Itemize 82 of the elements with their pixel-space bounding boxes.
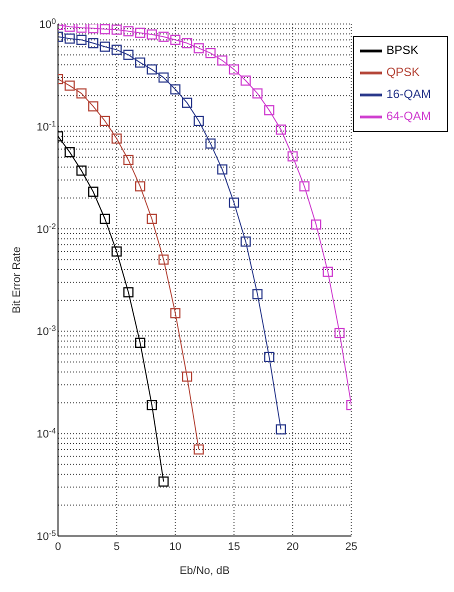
point xyxy=(194,444,204,455)
point xyxy=(205,138,216,149)
point xyxy=(311,219,322,230)
x-tick-label: 0 xyxy=(54,541,62,553)
point xyxy=(64,147,75,158)
point xyxy=(135,28,146,38)
point xyxy=(88,38,98,48)
point xyxy=(158,72,169,83)
point xyxy=(146,214,157,224)
point xyxy=(158,32,169,42)
point xyxy=(170,308,180,318)
point xyxy=(217,55,228,66)
point xyxy=(170,84,180,94)
point xyxy=(135,57,146,68)
point xyxy=(123,287,134,298)
point xyxy=(334,328,345,338)
legend-label: 16-QAM xyxy=(386,87,431,102)
point xyxy=(100,214,110,224)
point xyxy=(64,80,75,91)
point xyxy=(276,424,286,434)
point xyxy=(158,476,169,487)
legend-label: QPSK xyxy=(386,65,420,80)
y-axis-title: Bit Error Rate xyxy=(10,246,23,314)
point xyxy=(264,105,274,116)
point xyxy=(100,24,110,34)
point xyxy=(88,186,98,197)
point xyxy=(252,289,263,300)
y-tick-label: 10$^{-2}$ xyxy=(36,221,57,236)
point xyxy=(64,24,75,32)
y-tick-label: 10$^{-3}$ xyxy=(36,324,57,338)
legend-label: 64-QAM xyxy=(386,109,431,124)
point xyxy=(276,124,286,135)
point xyxy=(146,29,157,40)
y-tick-label: 10$^{-5}$ xyxy=(36,528,57,543)
point xyxy=(76,24,87,33)
x-tick-label: 15 xyxy=(228,541,240,553)
point xyxy=(228,64,240,75)
point xyxy=(288,151,298,162)
point xyxy=(76,34,87,45)
point xyxy=(135,181,146,192)
point xyxy=(135,338,146,348)
point xyxy=(123,26,134,36)
point xyxy=(240,236,251,247)
y-tick-label: 10$^{-1}$ xyxy=(36,118,57,134)
point xyxy=(88,24,98,34)
point xyxy=(182,372,192,382)
y-tick-label: 10$^{0}$ xyxy=(39,16,57,31)
point xyxy=(182,38,192,48)
point xyxy=(146,400,157,410)
point xyxy=(88,101,98,112)
y-tick-label: 10$^{-4}$ xyxy=(36,426,57,441)
point xyxy=(76,88,87,99)
legend-label: BPSK xyxy=(386,43,418,58)
point xyxy=(322,266,333,277)
point xyxy=(182,98,192,108)
point xyxy=(112,134,122,144)
point xyxy=(112,24,122,35)
point xyxy=(205,48,216,58)
point xyxy=(64,34,75,44)
point xyxy=(299,181,310,192)
point xyxy=(112,44,122,55)
x-tick-label: 20 xyxy=(286,541,299,553)
point xyxy=(240,76,251,86)
point xyxy=(100,42,110,52)
point xyxy=(123,50,134,60)
point xyxy=(146,64,157,75)
x-axis-title: Eb/No, dB xyxy=(180,565,230,577)
point xyxy=(228,198,240,208)
point xyxy=(252,88,263,99)
point xyxy=(194,43,204,54)
point xyxy=(100,116,110,126)
x-tick-label: 10 xyxy=(169,541,182,553)
point xyxy=(158,254,169,265)
x-tick-label: 5 xyxy=(114,541,120,553)
point xyxy=(123,154,134,166)
point xyxy=(170,34,180,45)
point xyxy=(264,352,274,362)
point xyxy=(76,166,87,176)
x-tick-label: 25 xyxy=(345,541,358,553)
point xyxy=(217,164,228,175)
point xyxy=(112,246,122,257)
point xyxy=(194,116,204,126)
